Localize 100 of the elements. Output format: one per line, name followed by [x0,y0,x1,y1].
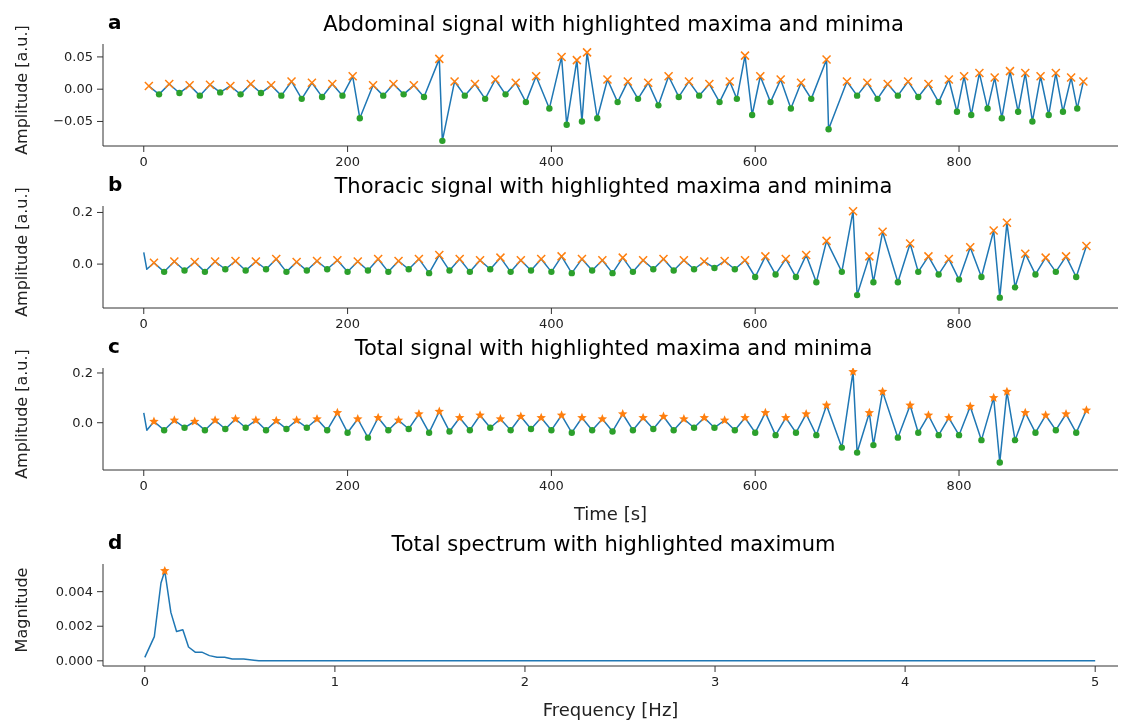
point [160,427,168,434]
point [675,93,682,101]
point [978,273,985,281]
point [572,55,582,65]
point [864,407,875,417]
point [237,91,244,98]
x-tick-label: 2 [520,674,530,689]
x-tick-label: 3 [710,674,720,689]
point [332,407,343,417]
point [915,429,922,436]
point [959,71,969,82]
point [752,429,759,436]
point [556,410,567,420]
point [609,428,616,435]
point [935,98,942,106]
point [699,256,710,267]
point [324,427,331,434]
point [393,256,404,266]
y-tick-label: 0.002 [55,618,93,634]
point [684,76,694,87]
point [210,415,220,425]
point [801,250,811,260]
point [1040,252,1051,263]
point [813,278,820,286]
point [176,89,183,97]
point [181,424,188,431]
point [690,266,698,273]
point [748,111,756,119]
point [772,431,779,439]
point [409,80,419,91]
chart-title: Total signal with highlighted maxima and minima [354,336,873,360]
point [813,431,820,439]
point [425,429,433,436]
point [222,266,229,273]
point [353,256,363,267]
point [356,115,364,122]
point [420,93,428,101]
point [271,415,281,425]
point [1052,268,1060,276]
point [344,429,351,436]
point [716,98,723,106]
y-tick-label: −0.05 [53,113,93,129]
point [821,54,832,65]
point [965,242,975,253]
point [719,256,730,266]
y-tick-label: 0.2 [72,204,93,220]
point [278,92,285,99]
point [405,266,412,273]
y-axis-title: Magnitude [11,567,31,653]
point [205,79,215,90]
point [548,268,555,276]
x-tick-label: 600 [742,154,768,169]
point [679,414,689,424]
point [155,91,163,98]
point [339,92,346,99]
x-axis-title: Frequency [Hz] [542,699,679,720]
point [944,412,954,422]
point [291,257,302,267]
point [531,71,541,82]
point [502,91,509,98]
point [393,415,404,425]
text: b [108,172,123,196]
point [923,251,934,262]
point [461,92,468,99]
x-axis-title: Time [s] [572,503,648,524]
point [216,89,224,96]
point [623,76,633,87]
point [201,427,209,434]
point [439,137,446,145]
point [373,412,383,422]
point [597,414,608,424]
point [894,278,902,286]
y-tick-label: 0.004 [55,583,93,599]
point [1074,105,1081,112]
point [1073,273,1080,281]
point [242,267,249,274]
point [935,271,942,278]
point [307,77,317,88]
point [655,102,662,109]
point [695,92,703,99]
x-tick-label: 0 [139,316,148,331]
point [225,81,236,91]
point [454,412,465,422]
point [988,225,999,236]
point [877,386,888,396]
point [312,414,322,424]
point [527,267,535,274]
point [353,414,363,424]
point [996,459,1003,466]
point [1040,410,1051,420]
point [965,401,975,411]
point [556,251,567,262]
point [527,425,535,433]
point [767,98,774,106]
point [364,434,372,441]
point [327,79,338,89]
point [262,266,270,273]
point [984,105,991,112]
point [968,111,975,119]
text: c [108,334,120,358]
